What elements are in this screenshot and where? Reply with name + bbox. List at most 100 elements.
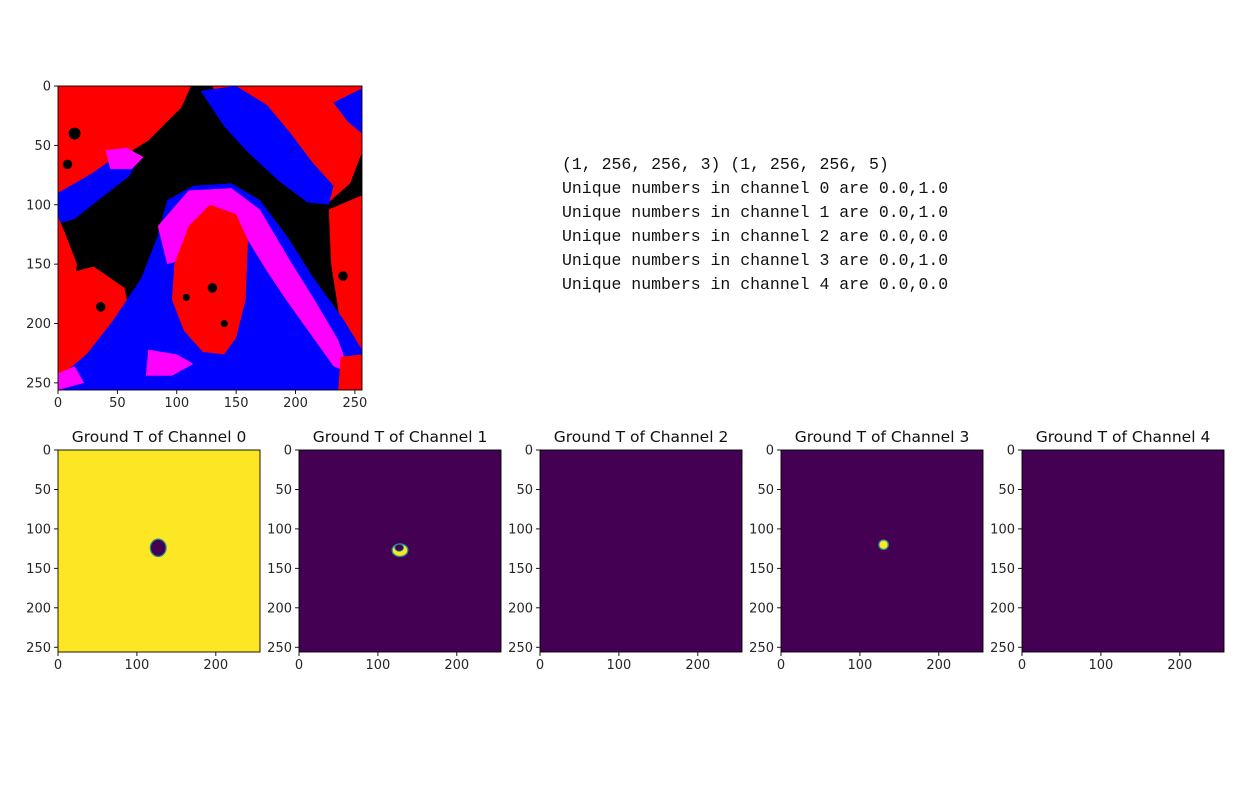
dark-speck [220,319,228,328]
cell-output-text: (1, 256, 256, 3) (1, 256, 256, 5) Unique… [562,153,948,296]
y-tick-label: 200 [749,601,774,616]
image-area [1022,450,1224,652]
x-tick-label: 200 [203,658,228,673]
x-tick-label: 200 [283,396,308,411]
y-tick-label: 200 [508,601,533,616]
y-tick-label: 100 [508,522,533,537]
output-line: Unique numbers in channel 2 are 0.0,0.0 [562,226,949,246]
axes-frame [298,449,502,653]
y-tick-label: 50 [998,483,1015,498]
y-tick-label: 50 [757,483,774,498]
y-tick-label: 200 [26,601,51,616]
image-area [299,450,501,652]
panel-title: Ground T of Channel 4 [1036,428,1211,446]
panel-channel-4: 0 100 200 0 50 100 150 200 250 Ground T of Channe… [990,428,1225,673]
dark-speck [96,302,106,312]
y-tick-label: 200 [26,317,51,332]
panel-title: Ground T of Channel 3 [795,428,970,446]
y-tick-label: 250 [267,641,292,656]
x-tick-label: 50 [109,396,126,411]
dark-speck [182,293,190,301]
x-tick-label: 0 [777,658,785,673]
axes-frame [57,449,261,653]
panel-channel-2: 0 100 200 0 50 100 150 200 250 Ground T of Channe… [508,428,743,673]
x-tick-label: 200 [926,658,951,673]
y-tick-label: 200 [990,601,1015,616]
output-line: Unique numbers in channel 3 are 0.0,1.0 [562,250,949,270]
red-region [338,354,362,390]
blue-region [200,86,334,205]
mask-inner-region [394,543,405,552]
blue-region [58,154,142,224]
y-tick-label: 100 [990,522,1015,537]
y-tick-label: 100 [749,522,774,537]
magenta-region [157,188,351,374]
axes-frame [57,85,363,391]
axes-frame [1021,449,1225,653]
y-tick-label: 100 [26,522,51,537]
y-tick-label: 150 [26,258,51,273]
x-tick-label: 0 [1018,658,1026,673]
x-tick-label: 200 [444,658,469,673]
red-region [172,204,248,355]
x-tick-label: 0 [536,658,544,673]
x-tick-label: 0 [54,396,62,411]
y-tick-label: 0 [525,444,533,459]
y-tick-label: 0 [284,444,292,459]
y-tick-label: 250 [26,641,51,656]
dark-speck [308,234,316,242]
y-tick-label: 0 [766,444,774,459]
magenta-region [105,147,144,170]
y-tick-label: 100 [267,522,292,537]
y-tick-label: 50 [516,483,533,498]
y-tick-label: 250 [990,641,1015,656]
x-tick-label: 100 [164,396,189,411]
y-tick-label: 0 [1007,444,1015,459]
y-tick-label: 200 [267,601,292,616]
y-tick-label: 0 [43,80,51,95]
x-tick-label: 100 [606,658,631,673]
y-tick-label: 150 [990,562,1015,577]
axes-frame [780,449,984,653]
x-tick-label: 100 [1088,658,1113,673]
panel-title: Ground T of Channel 1 [313,428,488,446]
output-line: (1, 256, 256, 3) (1, 256, 256, 5) [562,155,889,174]
x-tick-label: 150 [224,396,249,411]
panel-channel-3: 0 100 200 0 50 100 150 200 250 Ground T of Channe… [749,428,984,673]
output-line: Unique numbers in channel 1 are 0.0,1.0 [562,202,949,222]
image-area [540,450,742,652]
x-tick-label: 250 [342,396,367,411]
dark-speck [338,271,348,281]
image-area [58,450,260,652]
y-tick-label: 250 [26,376,51,391]
panel-channel-1: 0 100 200 0 50 100 150 200 250 Ground T of Channe… [267,428,502,673]
y-tick-label: 50 [34,483,51,498]
y-tick-label: 250 [508,641,533,656]
y-tick-label: 150 [26,562,51,577]
blue-region [333,88,362,134]
dark-speck [207,283,218,293]
x-tick-label: 200 [1167,658,1192,673]
image-background [540,450,742,652]
image-background [1022,450,1224,652]
dark-speck [87,224,95,233]
y-tick-label: 150 [267,562,292,577]
magenta-region [58,366,85,390]
image-area [781,450,983,652]
dark-speck [62,159,73,170]
mask-region [878,539,889,551]
magenta-region [145,349,194,376]
panel-title: Ground T of Channel 0 [72,428,247,446]
panel-title: Ground T of Channel 2 [554,428,729,446]
image-area [58,86,362,390]
y-tick-label: 50 [275,483,292,498]
mask-region [149,538,167,558]
y-tick-label: 100 [26,198,51,213]
panel-channel-0: 0 100 200 0 50 100 150 200 250 Ground T of Channe… [26,428,261,673]
y-tick-label: 250 [749,641,774,656]
x-tick-label: 200 [685,658,710,673]
dark-speck [124,190,134,200]
y-tick-label: 150 [508,562,533,577]
